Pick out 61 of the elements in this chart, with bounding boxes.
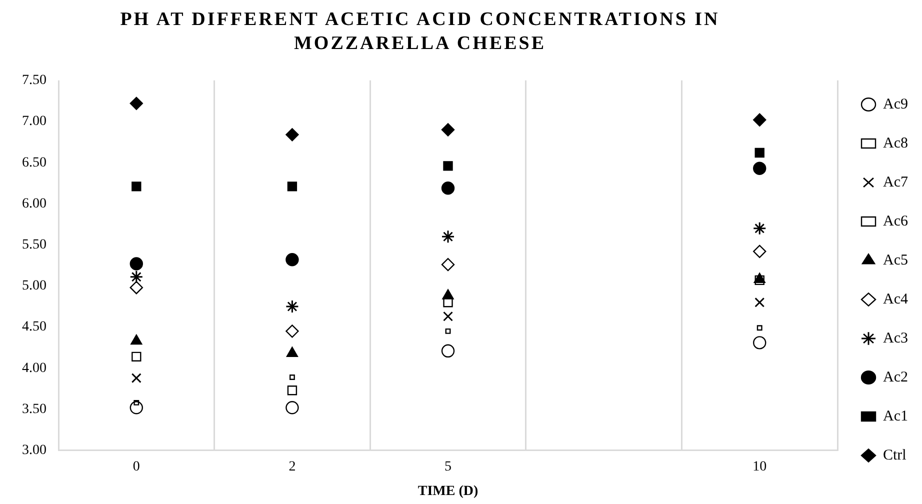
x-axis-title: TIME (D) (418, 484, 478, 500)
point (753, 113, 766, 126)
y-tick-label: 5.50 (22, 238, 46, 253)
point (443, 298, 453, 308)
legend-label: Ctrl (883, 447, 906, 464)
point (445, 328, 451, 334)
point (286, 253, 299, 266)
point (753, 244, 766, 258)
legend-label: Ac5 (883, 252, 908, 268)
point (754, 297, 765, 308)
point (132, 352, 142, 362)
legend-label: Ac2 (883, 369, 908, 386)
point (441, 344, 455, 358)
y-tick-label: 3.00 (22, 443, 46, 458)
point (754, 275, 764, 286)
x-tick-label: 2 (288, 459, 296, 474)
x-tick-label: 0 (132, 459, 140, 474)
point (285, 300, 299, 314)
point (443, 311, 453, 322)
point (286, 401, 299, 414)
point (130, 281, 143, 294)
point (753, 162, 766, 175)
point (286, 128, 299, 142)
y-tick-label: 6.00 (22, 196, 46, 212)
y-tick-label: 5.00 (22, 278, 46, 294)
point (441, 230, 455, 244)
legend-label: Ac4 (883, 291, 908, 308)
point (752, 222, 766, 236)
point (289, 374, 295, 380)
legend-label: Ac9 (883, 96, 908, 112)
legend-label: Ac7 (883, 174, 908, 190)
point (131, 373, 142, 384)
point (130, 257, 143, 270)
point (441, 182, 455, 195)
point (756, 325, 762, 331)
point (130, 96, 143, 110)
x-tick-label: 10 (752, 459, 767, 474)
y-tick-label: 4.50 (22, 320, 46, 335)
point (287, 182, 298, 192)
legend-label: Ac1 (883, 408, 908, 424)
y-tick-label: 7.00 (22, 114, 46, 130)
legend-label: Ac3 (883, 330, 908, 346)
point (286, 324, 299, 338)
y-tick-label: 6.50 (22, 155, 46, 170)
point (130, 270, 144, 284)
point (130, 401, 143, 414)
y-tick-label: 3.50 (22, 402, 46, 417)
y-tick-label: 7.50 (22, 73, 46, 88)
legend-label: Ac6 (883, 213, 908, 230)
point (754, 148, 764, 158)
legend-label: Ac8 (883, 135, 908, 152)
point (134, 400, 140, 406)
chart-title: PH AT DIFFERENT ACETIC ACID CONCENTRATIONS IN MOZZARELLA CHEESE (119, 8, 721, 56)
point (441, 123, 455, 136)
y-tick-label: 4.00 (22, 360, 46, 376)
point (753, 336, 766, 350)
x-tick-label: 5 (444, 459, 452, 474)
point (132, 182, 142, 192)
point (441, 258, 455, 272)
point (443, 161, 453, 171)
point (287, 386, 298, 396)
